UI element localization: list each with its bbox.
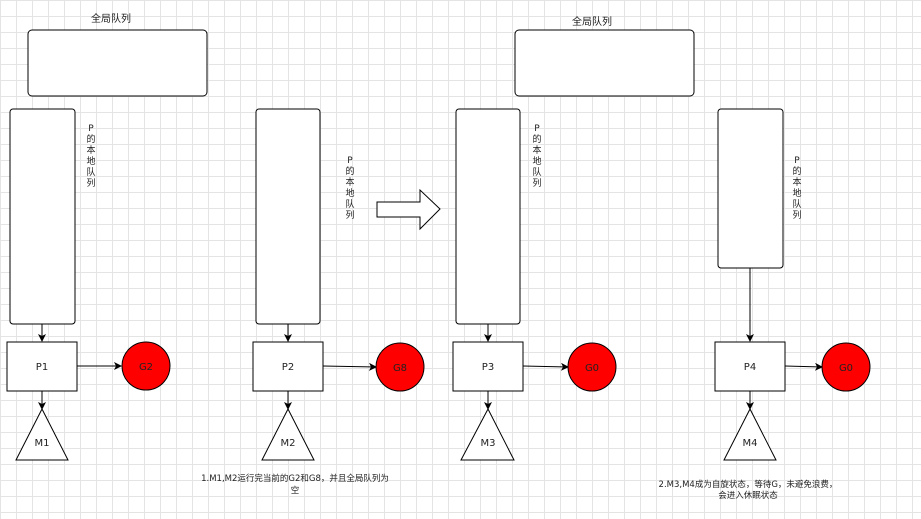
note-1-line-1: 1.M1,M2运行完当前的G2和G8，并且全局队列为 <box>201 473 389 484</box>
goroutine-label-p1: G2 <box>139 362 153 373</box>
local-queue-label-p3: P 的 本 地 队 列 <box>532 124 541 189</box>
svg-text:本: 本 <box>345 176 354 188</box>
note-2-line-1: 2.M3,M4成为自旋状态，等待G，未避免浪费， <box>659 479 838 490</box>
svg-text:队: 队 <box>86 166 95 178</box>
global-queue-label-left: 全局队列 <box>91 12 131 25</box>
svg-text:的: 的 <box>86 133 95 145</box>
processor-box-p3 <box>452 341 524 392</box>
processor-label-p4: P4 <box>744 362 756 373</box>
local-queue-box-p4 <box>717 108 784 269</box>
arrow-p2-to-g <box>322 362 377 371</box>
svg-text:本: 本 <box>792 176 801 188</box>
svg-text:队: 队 <box>792 198 801 210</box>
svg-text:列: 列 <box>532 177 541 189</box>
goroutine-circle-p4 <box>821 342 871 392</box>
processor-label-p2: P2 <box>282 362 294 373</box>
machine-label-m3: M3 <box>481 438 496 449</box>
svg-text:地: 地 <box>345 187 354 199</box>
svg-text:地: 地 <box>86 155 95 167</box>
svg-text:列: 列 <box>345 209 354 221</box>
svg-text:列: 列 <box>86 177 95 189</box>
svg-text:的: 的 <box>792 165 801 177</box>
global-queue-box-left <box>27 29 208 97</box>
svg-text:的: 的 <box>345 165 354 177</box>
svg-text:本: 本 <box>532 144 541 156</box>
goroutine-label-p2: G8 <box>393 363 407 374</box>
machine-label-m4: M4 <box>743 438 758 449</box>
global-queue-box-right <box>514 29 695 97</box>
svg-text:P: P <box>347 156 353 166</box>
machine-triangle-m1 <box>15 407 69 461</box>
svg-text:P: P <box>794 156 800 166</box>
global-queue-label-right: 全局队列 <box>572 15 612 28</box>
processor-box-p2 <box>252 341 324 392</box>
goroutine-circle-p3 <box>567 342 617 392</box>
processor-label-p1: P1 <box>36 362 48 373</box>
machine-label-m2: M2 <box>281 438 296 449</box>
svg-text:P: P <box>88 124 94 134</box>
note-2-line-2: 会进入休眠状态 <box>718 490 778 501</box>
svg-text:的: 的 <box>532 133 541 145</box>
goroutine-circle-p1 <box>121 341 171 391</box>
svg-text:队: 队 <box>532 166 541 178</box>
local-queue-label-p2: P 的 本 地 队 列 <box>345 156 354 221</box>
machine-triangle-m2 <box>261 407 315 461</box>
local-queue-box-p2 <box>255 108 321 325</box>
goroutine-circle-p2 <box>375 342 425 392</box>
svg-text:地: 地 <box>792 187 801 199</box>
machine-triangle-m4 <box>723 407 777 461</box>
local-queue-box-p3 <box>455 108 521 325</box>
svg-text:本: 本 <box>86 144 95 156</box>
local-queue-box-p1 <box>9 108 76 325</box>
svg-text:地: 地 <box>532 155 541 167</box>
arrow-p4-to-g <box>784 362 823 371</box>
goroutine-label-p4: G0 <box>839 363 853 374</box>
processor-label-p3: P3 <box>482 362 494 373</box>
arrow-p3-to-g <box>522 362 569 371</box>
machine-triangle-m3 <box>460 407 515 461</box>
local-queue-label-p1: P 的 本 地 队 列 <box>86 124 95 189</box>
svg-text:列: 列 <box>792 209 801 221</box>
note-1-line-2: 空 <box>291 485 300 496</box>
machine-label-m1: M1 <box>35 438 50 449</box>
goroutine-label-p3: G0 <box>585 363 599 374</box>
transition-arrow <box>376 188 441 231</box>
svg-text:P: P <box>534 124 540 134</box>
local-queue-label-p4: P 的 本 地 队 列 <box>792 156 801 221</box>
svg-text:队: 队 <box>345 198 354 210</box>
